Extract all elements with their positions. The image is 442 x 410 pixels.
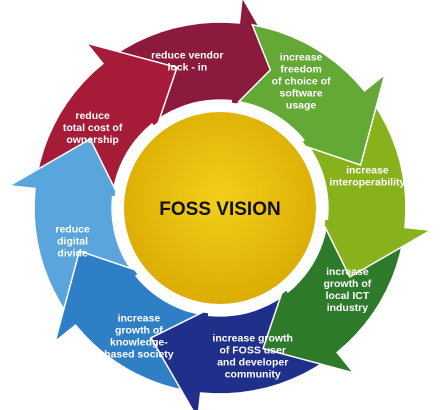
segment-label-line: ownership bbox=[66, 134, 119, 146]
segment-label-line: total cost of bbox=[63, 122, 123, 134]
segment-label-line: local ICT bbox=[326, 290, 370, 302]
segment-label-line: increase bbox=[280, 52, 323, 64]
segment-labels: increase freedom of choice of software usage… bbox=[55, 50, 405, 381]
segment-label-local-ict-industry: increase growth of local ICT industry bbox=[323, 266, 371, 314]
segment-label-user-developer-community: increase growth of FOSS user and developer… bbox=[212, 332, 293, 380]
segment-label-line: increase bbox=[346, 164, 389, 176]
segment-label-interoperability: increase interoperability bbox=[329, 164, 405, 188]
segment-label-line: freedom bbox=[280, 64, 321, 76]
segment-arrow-vendor-lock-in bbox=[111, 0, 291, 121]
segment-label-line: of FOSS user bbox=[219, 344, 286, 356]
segment-label-digital-divide: reduce digital divide bbox=[55, 224, 90, 260]
segment-label-line: increase bbox=[326, 266, 369, 278]
segment-label-line: and developer bbox=[217, 356, 288, 368]
cycle-segments bbox=[6, 0, 434, 410]
segment-label-line: reduce vendor bbox=[151, 50, 223, 62]
segment-label-line: growth of bbox=[323, 278, 371, 290]
segment-label-line: knowledge- bbox=[110, 336, 168, 348]
segment-arrow-digital-divide bbox=[6, 137, 133, 317]
segment-label-line: of choice of bbox=[272, 76, 331, 88]
segment-label-line: based society bbox=[104, 348, 174, 360]
segment-arrow-freedom-of-choice bbox=[237, 23, 387, 166]
segment-label-line: digital bbox=[57, 236, 88, 248]
segment-label-line: increase growth bbox=[212, 332, 293, 344]
segment-label-line: community bbox=[225, 368, 281, 380]
segment-label-line: reduce bbox=[55, 224, 90, 236]
segment-label-line: increase bbox=[118, 312, 161, 324]
segment-label-line: reduce bbox=[75, 110, 110, 122]
segment-arrow-user-developer-community bbox=[149, 295, 329, 410]
center-circle bbox=[114, 102, 326, 314]
segment-label-freedom-of-choice: increase freedom of choice of software usage bbox=[272, 52, 331, 112]
segment-label-line: lock - in bbox=[167, 62, 207, 74]
center-title: FOSS VISION bbox=[159, 199, 280, 220]
segment-label-total-cost: reduce total cost of ownership bbox=[63, 110, 123, 146]
segment-label-line: divide bbox=[57, 248, 88, 260]
segment-label-line: software bbox=[280, 88, 323, 100]
segment-label-line: industry bbox=[327, 302, 369, 314]
segment-label-line: growth of bbox=[115, 324, 163, 336]
segment-label-vendor-lock-in: reduce vendor lock - in bbox=[151, 50, 223, 74]
segment-label-line: usage bbox=[286, 100, 317, 112]
segment-label-line: interoperability bbox=[329, 176, 405, 188]
segment-arrow-interoperability bbox=[307, 99, 434, 279]
segment-label-knowledge-based-society: increase growth of knowledge-based society bbox=[104, 312, 174, 360]
